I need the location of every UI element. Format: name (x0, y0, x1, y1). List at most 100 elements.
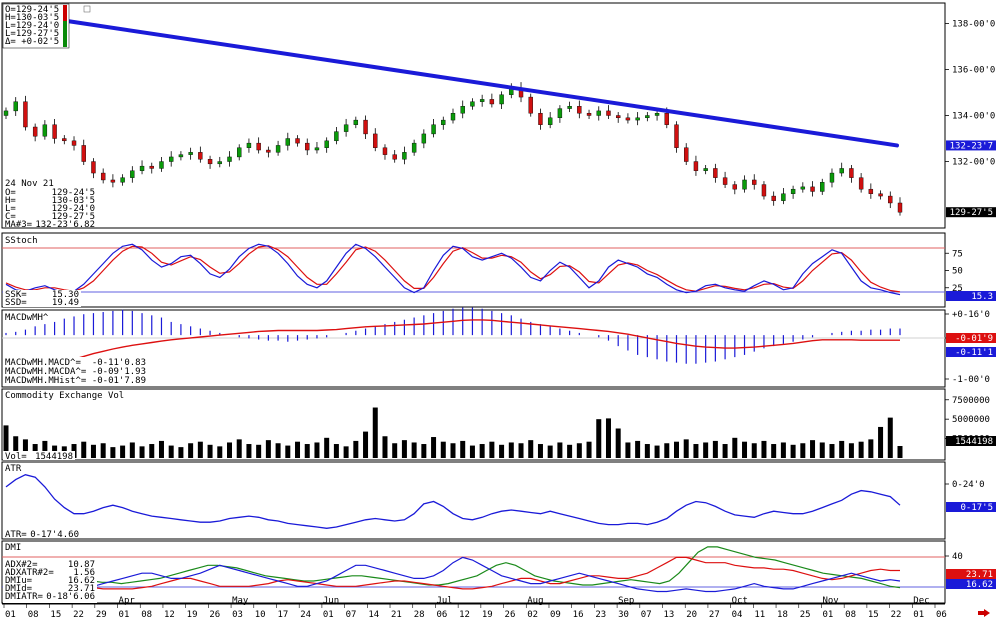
macd-value-tag-b-bg (946, 347, 996, 357)
x-day-label: 15 (50, 610, 61, 620)
volume-bar (508, 442, 514, 458)
volume-bar (810, 440, 816, 458)
candle-body (411, 142, 417, 153)
x-day-label: 26 (505, 610, 516, 620)
price-panel-frame (1, 2, 946, 229)
y-axis-labels: 138-00'0 136-00'0 134-00'0 132-00'0 75 50 25 +0… (945, 19, 995, 562)
macd-value-tag-b: -0-11'1 (955, 348, 993, 358)
ohlc-low: L=129-24'0 (5, 21, 59, 31)
x-day-label: 27 (709, 610, 720, 620)
x-day-label: 21 (391, 610, 402, 620)
candle-body (664, 112, 669, 125)
volume-bar (712, 440, 718, 458)
candle-body (781, 193, 786, 201)
last-price-tag: 129-27'5 (950, 208, 993, 218)
ssk-line (5, 243, 901, 296)
volume-bar (489, 441, 495, 458)
candle-body (32, 126, 38, 137)
volume-bar (197, 441, 203, 458)
candle-body (635, 117, 640, 121)
scroll-left-arrow-icon[interactable] (978, 609, 990, 617)
sstoch-panel-frame (1, 232, 946, 308)
x-day-label: 11 (754, 610, 765, 620)
volume-bar (635, 440, 641, 458)
ssk-label: SSK= (5, 290, 27, 300)
sstoch-y-tick: 75 (952, 249, 963, 259)
price-info-box: 24 Nov 21 O= 129-24'5 H= 130-03'5 L= 129… (3, 179, 99, 230)
volume-value-tag: 1544198 (955, 437, 993, 447)
volume-bar (790, 444, 796, 458)
x-day-label: 07 (641, 610, 652, 620)
volume-bar (90, 444, 96, 458)
x-day-label: 28 (414, 610, 425, 620)
macd-title: MACDwMH^ (5, 313, 49, 323)
ohlc-legend-box: O=129-24'5 H=130-03'5 L=129-24'0 L=129-2… (2, 3, 70, 49)
x-day-label: 15 (868, 610, 879, 620)
volume-bar (3, 425, 9, 458)
volume-bar (518, 443, 524, 458)
candle-body (431, 124, 436, 135)
volume-bar (674, 441, 679, 458)
candle-body (460, 106, 465, 114)
x-day-label: 12 (164, 610, 175, 620)
candle-body (615, 115, 621, 119)
atr-line (5, 474, 901, 529)
x-month-label: Apr (119, 596, 136, 606)
volume-bar (499, 444, 505, 458)
candle-body (62, 138, 67, 142)
candle-body (479, 99, 485, 102)
volume-bar (333, 444, 339, 458)
candle-body (752, 179, 757, 185)
volume-bar (878, 426, 884, 458)
candle-body (373, 133, 378, 148)
candle-body (888, 195, 893, 204)
x-day-label: 16 (573, 610, 584, 620)
ma-value-tag: 132-23'7 (950, 141, 993, 151)
volume-bar (13, 436, 19, 458)
volume-bar (100, 443, 106, 458)
small-box-icon[interactable] (83, 5, 91, 13)
volume-bar (256, 444, 262, 458)
volume-bar (547, 445, 553, 458)
volume-bar (411, 442, 417, 458)
atr-panel-frame (1, 461, 946, 540)
ssd-line (5, 245, 901, 293)
dmid-value: 23.71 (68, 584, 95, 594)
volume-bar (188, 443, 194, 458)
volume-bar (120, 445, 126, 458)
candle-body (713, 168, 718, 178)
info-ma-label: MA#3= (5, 220, 33, 230)
candle-body (3, 110, 9, 116)
ohlc-open: O=129-24'5 (5, 5, 59, 15)
candle-body (820, 182, 825, 192)
candle-body (81, 145, 86, 162)
info-c-value: 129-27'5 (52, 212, 95, 222)
volume-bar (664, 443, 670, 458)
volume-bar (771, 444, 777, 458)
volume-bar (129, 442, 135, 458)
volume-bar (742, 441, 748, 458)
candle-body (402, 152, 407, 160)
volume-value-tag-bg (946, 436, 996, 446)
mhist-value: -0-01'7.89 (92, 376, 146, 386)
sstoch-lines (5, 243, 901, 296)
moving-average (66, 19, 899, 148)
info-o-label: O= (5, 188, 16, 198)
x-day-label: 17 (277, 610, 288, 620)
adxatr-label: ADXATR#2= (5, 568, 54, 578)
candle-body (207, 159, 213, 165)
ssk-value: 15.30 (52, 290, 79, 300)
sstoch-y-tick: 50 (952, 267, 963, 277)
candle-body (849, 168, 854, 178)
sstoch-value-tag-bg (946, 291, 996, 301)
ohlc-last: L=129-27'5 (5, 29, 59, 39)
x-day-label: 29 (96, 610, 107, 620)
candle-body (674, 124, 679, 148)
macd-panel-frame (1, 309, 946, 388)
candle-body (295, 138, 300, 144)
volume-bar (897, 446, 903, 458)
macd-series (5, 307, 901, 383)
volume-bar (372, 407, 378, 458)
volume-bar (644, 444, 650, 458)
candle-body (421, 133, 427, 144)
